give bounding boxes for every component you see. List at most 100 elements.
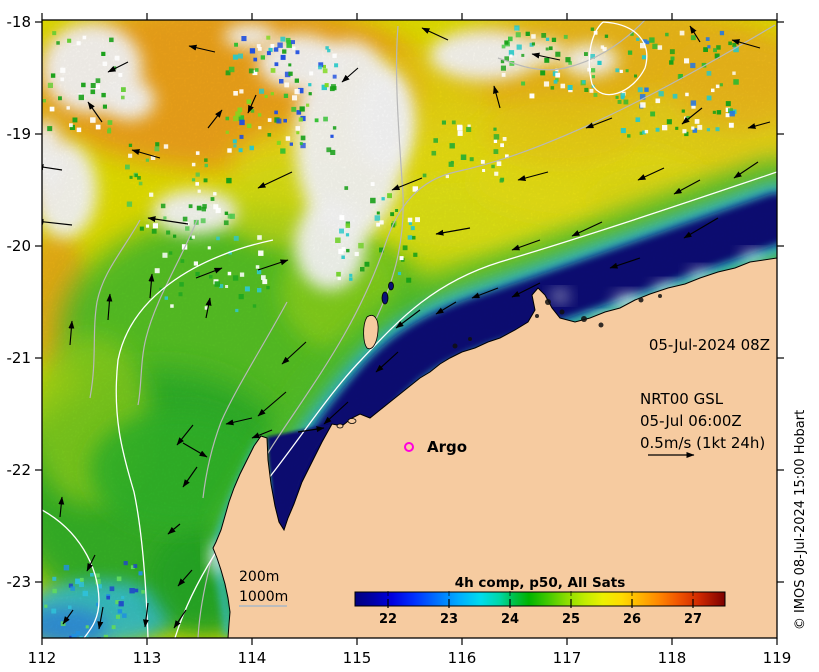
colorbar-tick-label: 26 <box>623 612 641 627</box>
x-axis-tick-label: 118 <box>658 649 687 667</box>
islet <box>468 337 472 341</box>
colorbar-tick-label: 24 <box>501 612 519 627</box>
model-name-label: NRT00 GSL <box>640 390 724 408</box>
islet <box>381 291 389 305</box>
current-arrow <box>58 496 65 518</box>
colorbar-tick-label: 27 <box>684 612 702 627</box>
x-axis-tick-label: 112 <box>28 649 57 667</box>
current-arrow <box>195 267 223 279</box>
axes: 112 113 114 115 116 117 118 119 -18 -19 -20 -21 -22 -… <box>7 13 792 667</box>
current-arrow <box>87 101 103 123</box>
current-arrow <box>585 117 613 129</box>
current-arrow <box>733 161 759 179</box>
island <box>336 423 344 429</box>
current-arrow <box>182 442 208 458</box>
island <box>347 418 357 424</box>
colorbar-tick-label: 23 <box>440 612 458 627</box>
argo-label: Argo <box>427 438 467 456</box>
map-datetime-label: 05-Jul-2024 08Z <box>649 336 770 354</box>
depth-200m-label: 200m <box>239 569 279 585</box>
argo-float-annotation: Argo <box>404 438 467 456</box>
contour-200m <box>42 509 100 638</box>
islet <box>638 297 644 303</box>
current-arrow <box>511 282 541 298</box>
current-arrow <box>571 221 603 237</box>
y-axis-tick-label: -20 <box>7 237 32 255</box>
current-arrow <box>62 609 74 625</box>
y-axis-tick-label: -23 <box>7 573 32 591</box>
current-arrow <box>68 320 75 346</box>
current-arrow <box>188 44 216 53</box>
current-arrow <box>493 85 501 109</box>
x-axis-tick-label: 115 <box>343 649 372 667</box>
current-arrow <box>182 466 198 488</box>
y-axis-tick-label: -22 <box>7 461 32 479</box>
current-arrow <box>391 177 423 191</box>
sst-colorbar: 4h comp, p50, All Sats 22 23 24 25 26 27 <box>354 575 726 627</box>
islet <box>598 322 604 328</box>
islet <box>452 343 458 349</box>
argo-marker <box>404 442 414 452</box>
current-arrow <box>681 107 703 125</box>
current-arrow <box>177 569 193 587</box>
current-arrow <box>683 217 719 239</box>
y-axis-tick-label: -21 <box>7 349 32 367</box>
depth-1000m-label: 1000m <box>239 589 288 605</box>
mainland <box>212 257 777 638</box>
current-arrow <box>435 227 471 236</box>
current-arrow <box>247 94 257 114</box>
current-arrow <box>471 287 499 299</box>
x-axis-tick-label: 113 <box>133 649 162 667</box>
current-arrow <box>511 239 541 251</box>
current-arrow <box>673 179 701 195</box>
current-arrow <box>637 167 665 181</box>
x-axis-tick-label: 119 <box>763 649 792 667</box>
current-arrow <box>173 609 187 629</box>
current-arrow <box>395 309 421 329</box>
depth-contour-legend: 200m 1000m <box>239 569 288 607</box>
island <box>363 314 379 350</box>
current-arrow <box>147 216 189 225</box>
current-arrow <box>341 67 359 83</box>
islet <box>658 294 662 298</box>
contour-1000m <box>89 219 141 399</box>
current-arrow <box>421 27 449 41</box>
islet <box>545 299 551 305</box>
current-arrow <box>323 401 349 425</box>
current-arrow <box>435 301 457 315</box>
credit-text: © IMOS 08-Jul-2024 15:00 Hobart <box>793 410 808 630</box>
islet <box>535 314 539 318</box>
current-arrow <box>257 391 287 417</box>
model-time-label: 05-Jul 06:00Z <box>640 412 742 430</box>
current-arrow <box>531 52 561 61</box>
current-arrow <box>257 259 289 271</box>
current-arrow <box>106 293 113 321</box>
colorbar-tick-label: 25 <box>562 612 580 627</box>
current-arrow <box>257 171 293 189</box>
colorbar-title: 4h comp, p50, All Sats <box>455 575 626 591</box>
current-vector-arrows <box>42 25 771 630</box>
contour-1000m <box>497 20 646 71</box>
x-axis-tick-label: 117 <box>553 649 582 667</box>
plot-frame <box>41 19 778 639</box>
current-arrow <box>609 257 641 269</box>
x-axis-tick-label: 116 <box>448 649 477 667</box>
current-arrow <box>689 25 701 43</box>
islet <box>581 316 587 322</box>
current-arrow <box>42 164 63 171</box>
islet <box>388 281 394 291</box>
current-arrow <box>176 424 194 446</box>
current-arrow <box>517 171 549 181</box>
current-arrow <box>142 602 149 628</box>
current-arrow <box>251 429 273 439</box>
vector-scale-label: 0.5m/s (1kt 24h) <box>640 434 765 452</box>
current-arrow <box>731 39 761 49</box>
land-coastline <box>212 257 777 638</box>
y-axis-tick-label: -19 <box>7 125 32 143</box>
current-arrow <box>167 523 181 535</box>
contour-1000m <box>137 219 198 406</box>
colorbar-gradient <box>354 591 726 607</box>
current-arrow <box>207 109 223 129</box>
contour-1000m <box>202 301 288 499</box>
